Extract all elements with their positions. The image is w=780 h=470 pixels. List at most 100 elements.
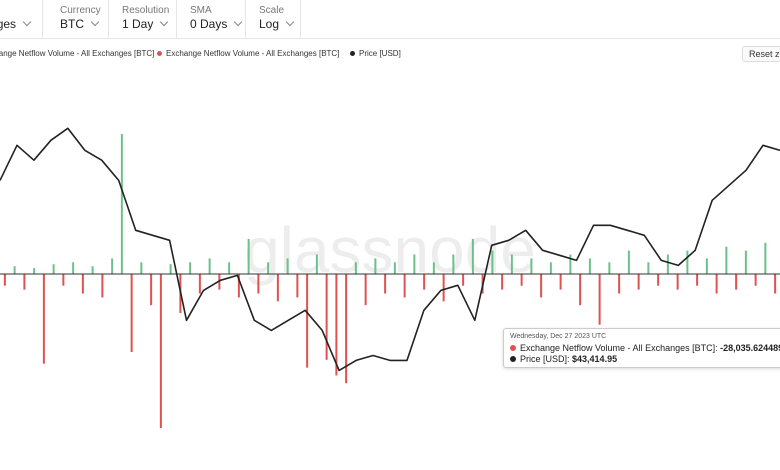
bar — [491, 250, 494, 274]
bar — [764, 242, 767, 274]
bar — [442, 274, 445, 302]
sma-select[interactable]: SMA 0 Days — [176, 0, 246, 38]
bar — [345, 274, 348, 384]
bar — [3, 274, 6, 286]
tooltip-row: Exchange Netflow Volume - All Exchanges … — [510, 343, 780, 353]
bar — [169, 264, 172, 274]
bar — [403, 274, 406, 298]
bar — [101, 274, 104, 298]
reset-zoom-button[interactable]: Reset zoom — [742, 46, 780, 62]
bar — [237, 274, 240, 298]
bar — [608, 262, 611, 274]
bar — [257, 274, 260, 294]
bar — [120, 133, 123, 274]
resolution-select[interactable]: Resolution 1 Day — [108, 0, 177, 38]
sma-label: SMA — [190, 5, 212, 16]
tooltip-date: Wednesday, Dec 27 2023 UTC — [510, 333, 607, 340]
bar — [676, 274, 679, 290]
resolution-value: 1 Day — [122, 17, 167, 31]
currency-label: Currency — [60, 5, 101, 16]
legend-item[interactable]: Exchange Netflow Volume - All Exchanges … — [157, 49, 339, 58]
bar — [657, 274, 660, 286]
legend: Exchange Netflow Volume - All Exchanges … — [0, 47, 780, 63]
bar — [725, 246, 728, 274]
bar — [91, 266, 94, 274]
bar — [315, 254, 318, 274]
resolution-label: Resolution — [122, 5, 170, 16]
bar — [754, 274, 757, 286]
legend-item[interactable]: Exchange Netflow Volume - All Exchanges … — [0, 49, 154, 58]
bar — [501, 274, 504, 290]
bar — [462, 274, 465, 286]
bar — [189, 262, 192, 274]
bar — [81, 274, 84, 294]
bar — [598, 274, 601, 325]
toolbar: All Exchanges Currency BTC Resolution 1 … — [0, 0, 780, 39]
bar — [354, 262, 357, 274]
bar — [159, 274, 162, 429]
tooltip-value: -28,035.62448995 — [720, 343, 780, 353]
watermark: glassnode — [244, 214, 536, 286]
tooltip-row: Price [USD]: $43,414.95 — [510, 354, 617, 364]
tooltip: Wednesday, Dec 27 2023 UTC Exchange Netf… — [503, 328, 780, 368]
bar — [247, 238, 250, 274]
legend-label: Exchange Netflow Volume - All Exchanges … — [0, 49, 155, 58]
bar — [150, 274, 153, 306]
bar — [530, 258, 533, 274]
bar — [432, 262, 435, 274]
bar — [23, 274, 26, 290]
bar — [579, 274, 582, 306]
bar — [520, 274, 523, 286]
bar — [627, 250, 630, 274]
bar — [286, 258, 289, 274]
bar — [198, 274, 201, 294]
legend-swatch — [350, 51, 355, 56]
bar — [374, 258, 377, 274]
bar — [111, 258, 114, 274]
bar — [335, 274, 338, 376]
bar — [33, 268, 36, 274]
bar — [647, 262, 650, 274]
tooltip-value: $43,414.95 — [572, 354, 618, 364]
legend-swatch — [157, 51, 162, 56]
bar — [296, 274, 299, 298]
bar — [666, 254, 669, 274]
legend-label: Exchange Netflow Volume - All Exchanges … — [166, 49, 340, 58]
bar — [62, 274, 65, 286]
bar — [696, 274, 699, 286]
bar — [413, 254, 416, 274]
bar — [705, 258, 708, 274]
tooltip-swatch — [510, 345, 516, 351]
tooltip-swatch — [510, 356, 516, 362]
scale-select[interactable]: Scale Log — [245, 0, 301, 38]
bar — [744, 250, 747, 274]
exchange-select[interactable]: All Exchanges — [0, 0, 43, 38]
bar — [774, 274, 777, 294]
bar — [549, 262, 552, 274]
bar — [228, 262, 231, 274]
bar — [452, 254, 455, 274]
legend-item[interactable]: Price [USD] — [350, 49, 401, 58]
scale-label: Scale — [259, 5, 285, 16]
bar — [715, 274, 718, 294]
bar — [471, 238, 474, 274]
bar — [52, 264, 55, 274]
bar — [42, 274, 45, 364]
price-line — [0, 127, 780, 372]
bar — [393, 262, 396, 274]
bar — [423, 274, 426, 290]
tooltip-label: Exchange Netflow Volume - All Exchanges … — [520, 343, 718, 353]
sma-value: 0 Days — [190, 17, 241, 31]
bar — [384, 274, 387, 294]
bar — [140, 262, 143, 274]
bar — [637, 274, 640, 290]
legend-label: Price [USD] — [359, 49, 401, 58]
bar — [364, 274, 367, 306]
currency-select[interactable]: Currency BTC — [42, 0, 109, 38]
bar — [208, 258, 211, 274]
bar — [276, 274, 279, 302]
currency-value: BTC — [60, 17, 98, 31]
bar — [306, 274, 309, 368]
